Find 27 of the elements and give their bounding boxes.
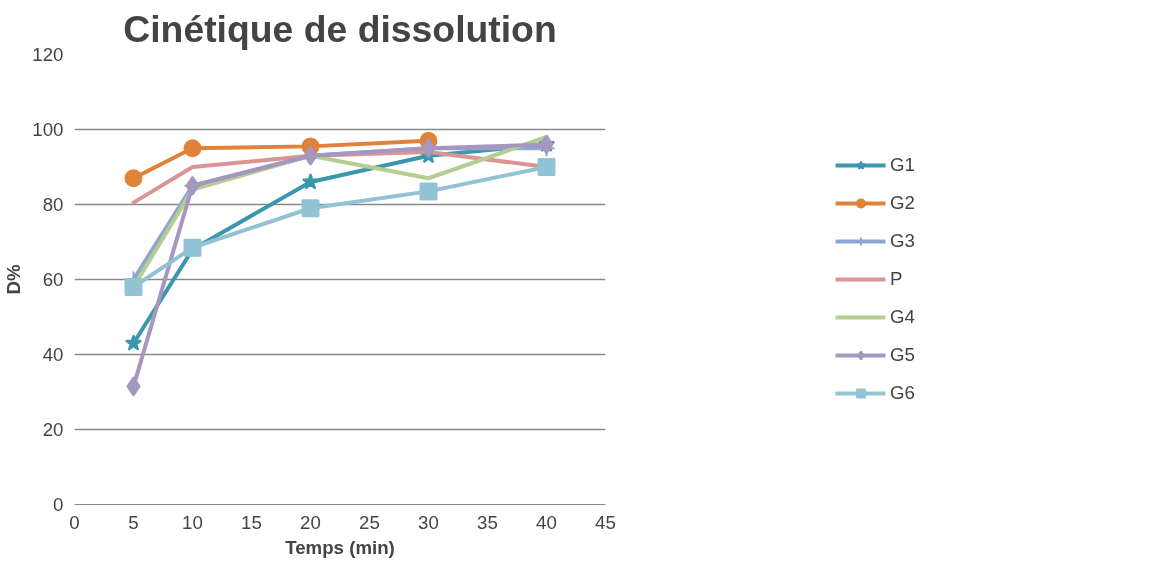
x-tick-label: 40: [536, 511, 557, 533]
x-tick-label: 35: [477, 511, 498, 533]
legend-label: G5: [890, 344, 916, 366]
legend-label: G3: [890, 230, 916, 252]
chart-title: Cinétique de dissolution: [123, 7, 557, 50]
y-tick-label: 60: [42, 269, 64, 290]
legend-label: G4: [890, 306, 916, 328]
y-tick-label: 40: [42, 344, 64, 365]
x-tick-label: 45: [595, 511, 616, 533]
x-tick-label: 5: [128, 511, 139, 533]
x-tick-label: 30: [418, 511, 439, 533]
y-tick-label: 20: [42, 419, 64, 440]
legend-label: G6: [890, 382, 916, 404]
legend-label: P: [890, 268, 904, 290]
x-tick-label: 25: [359, 511, 380, 533]
legend-label: G2: [890, 192, 916, 214]
y-tick-label: 80: [42, 194, 64, 215]
x-tick-label: 20: [300, 511, 321, 533]
x-tick-label: 10: [182, 511, 203, 533]
y-tick-label: 0: [53, 494, 64, 515]
x-tick-label: 15: [241, 511, 262, 533]
x-axis-title: Temps (min): [285, 536, 395, 558]
y-tick-label: 120: [32, 44, 64, 65]
x-tick-label: 0: [69, 511, 80, 533]
legend-label: G1: [890, 154, 916, 176]
y-axis-title: D%: [3, 264, 25, 295]
y-tick-label: 100: [32, 119, 64, 140]
